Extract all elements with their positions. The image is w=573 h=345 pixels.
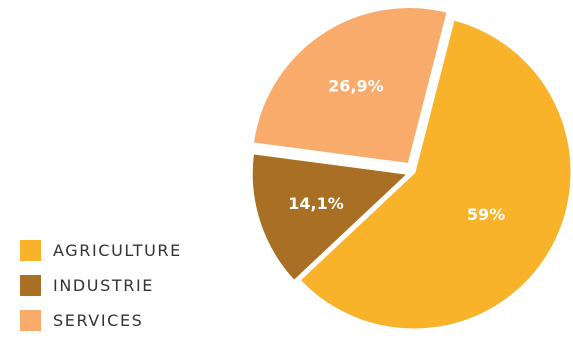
pie-chart: 59% 14,1% 26,9% xyxy=(249,5,573,332)
legend-swatch-agriculture xyxy=(20,240,41,261)
slice-value-label-agriculture: 59% xyxy=(467,205,505,224)
legend-label-agriculture: AGRICULTURE xyxy=(53,241,182,260)
legend-label-services: SERVICES xyxy=(53,311,144,330)
slice-labels: 59% 14,1% 26,9% xyxy=(288,76,505,224)
legend-swatch-industrie xyxy=(20,275,41,296)
legend-label-industrie: INDUSTRIE xyxy=(53,276,154,295)
pie-slice-services xyxy=(250,5,450,167)
pie-slice-industrie xyxy=(249,151,411,284)
slice-value-label-industrie: 14,1% xyxy=(288,194,344,213)
pie-slices xyxy=(249,5,573,332)
slice-value-label-services: 26,9% xyxy=(328,76,384,95)
pie-slice-agriculture xyxy=(297,17,573,332)
legend-swatch-services xyxy=(20,310,41,331)
